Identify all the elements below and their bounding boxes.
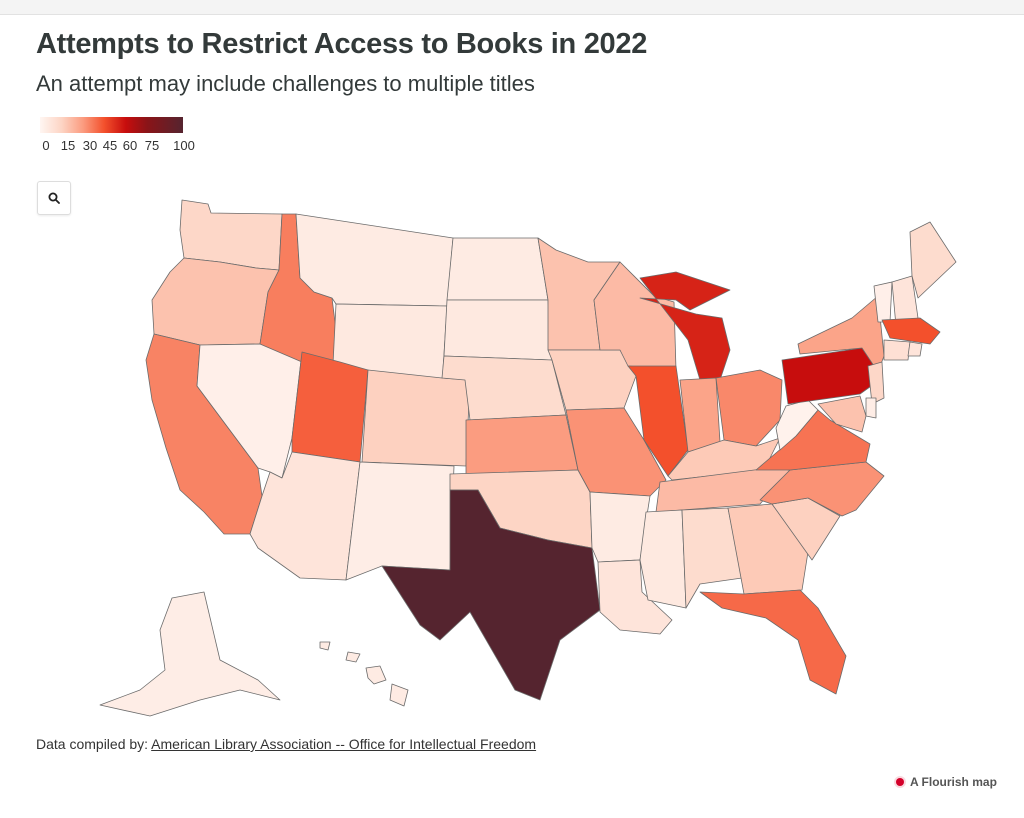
state-co[interactable] (361, 369, 471, 467)
data-source: Data compiled by: American Library Assoc… (36, 736, 536, 752)
state-oh[interactable] (715, 369, 783, 447)
state-me[interactable] (909, 221, 957, 299)
state-or[interactable] (151, 257, 280, 346)
state-nj[interactable] (867, 361, 885, 405)
state-hi-island[interactable] (389, 683, 409, 707)
state-al[interactable] (681, 507, 743, 609)
map-subtitle: An attempt may include challenges to mul… (36, 71, 535, 96)
state-md[interactable] (817, 395, 867, 433)
state-ks[interactable] (465, 414, 579, 475)
state-ma[interactable] (881, 317, 941, 345)
flourish-logo-icon (896, 778, 904, 786)
flourish-credit[interactable]: A Flourish map (896, 775, 997, 789)
state-ct[interactable] (883, 339, 911, 361)
legend-tick-label: 75 (144, 138, 160, 153)
state-nd[interactable] (446, 237, 549, 301)
state-hi-island[interactable] (319, 641, 331, 651)
search-icon (48, 192, 60, 204)
credit-label: A Flourish map (910, 775, 997, 789)
state-fl[interactable] (699, 589, 847, 695)
state-tx[interactable] (381, 489, 601, 701)
map-title: Attempts to Restrict Access to Books in … (36, 28, 648, 60)
zoom-button[interactable] (37, 181, 71, 215)
legend-tick-label: 60 (122, 138, 138, 153)
state-sd[interactable] (443, 299, 553, 361)
legend-gradient-bar (40, 117, 183, 133)
top-bar (0, 0, 1024, 15)
state-ms[interactable] (639, 509, 687, 609)
state-wv[interactable] (775, 399, 819, 451)
state-ut[interactable] (291, 351, 369, 463)
state-de[interactable] (865, 397, 877, 419)
legend-tick-label: 100 (173, 138, 195, 153)
state-ak[interactable] (99, 591, 281, 717)
color-legend: 0 15 30 45 60 75 100 (40, 117, 195, 157)
legend-tick-label: 15 (60, 138, 76, 153)
legend-tick-label: 45 (102, 138, 118, 153)
state-nm[interactable] (345, 461, 455, 581)
state-hi-island[interactable] (365, 665, 387, 685)
source-prefix: Data compiled by: (36, 736, 152, 752)
state-la[interactable] (597, 559, 673, 635)
state-pa[interactable] (781, 347, 877, 405)
source-link[interactable]: American Library Association -- Office f… (151, 736, 537, 752)
legend-tick-label: 30 (82, 138, 98, 153)
state-ky[interactable] (667, 437, 781, 481)
legend-tick-label: 0 (42, 138, 50, 153)
state-ri[interactable] (907, 341, 923, 357)
state-mo[interactable] (565, 407, 667, 497)
state-hi[interactable] (345, 651, 361, 663)
state-mt[interactable] (295, 213, 454, 307)
